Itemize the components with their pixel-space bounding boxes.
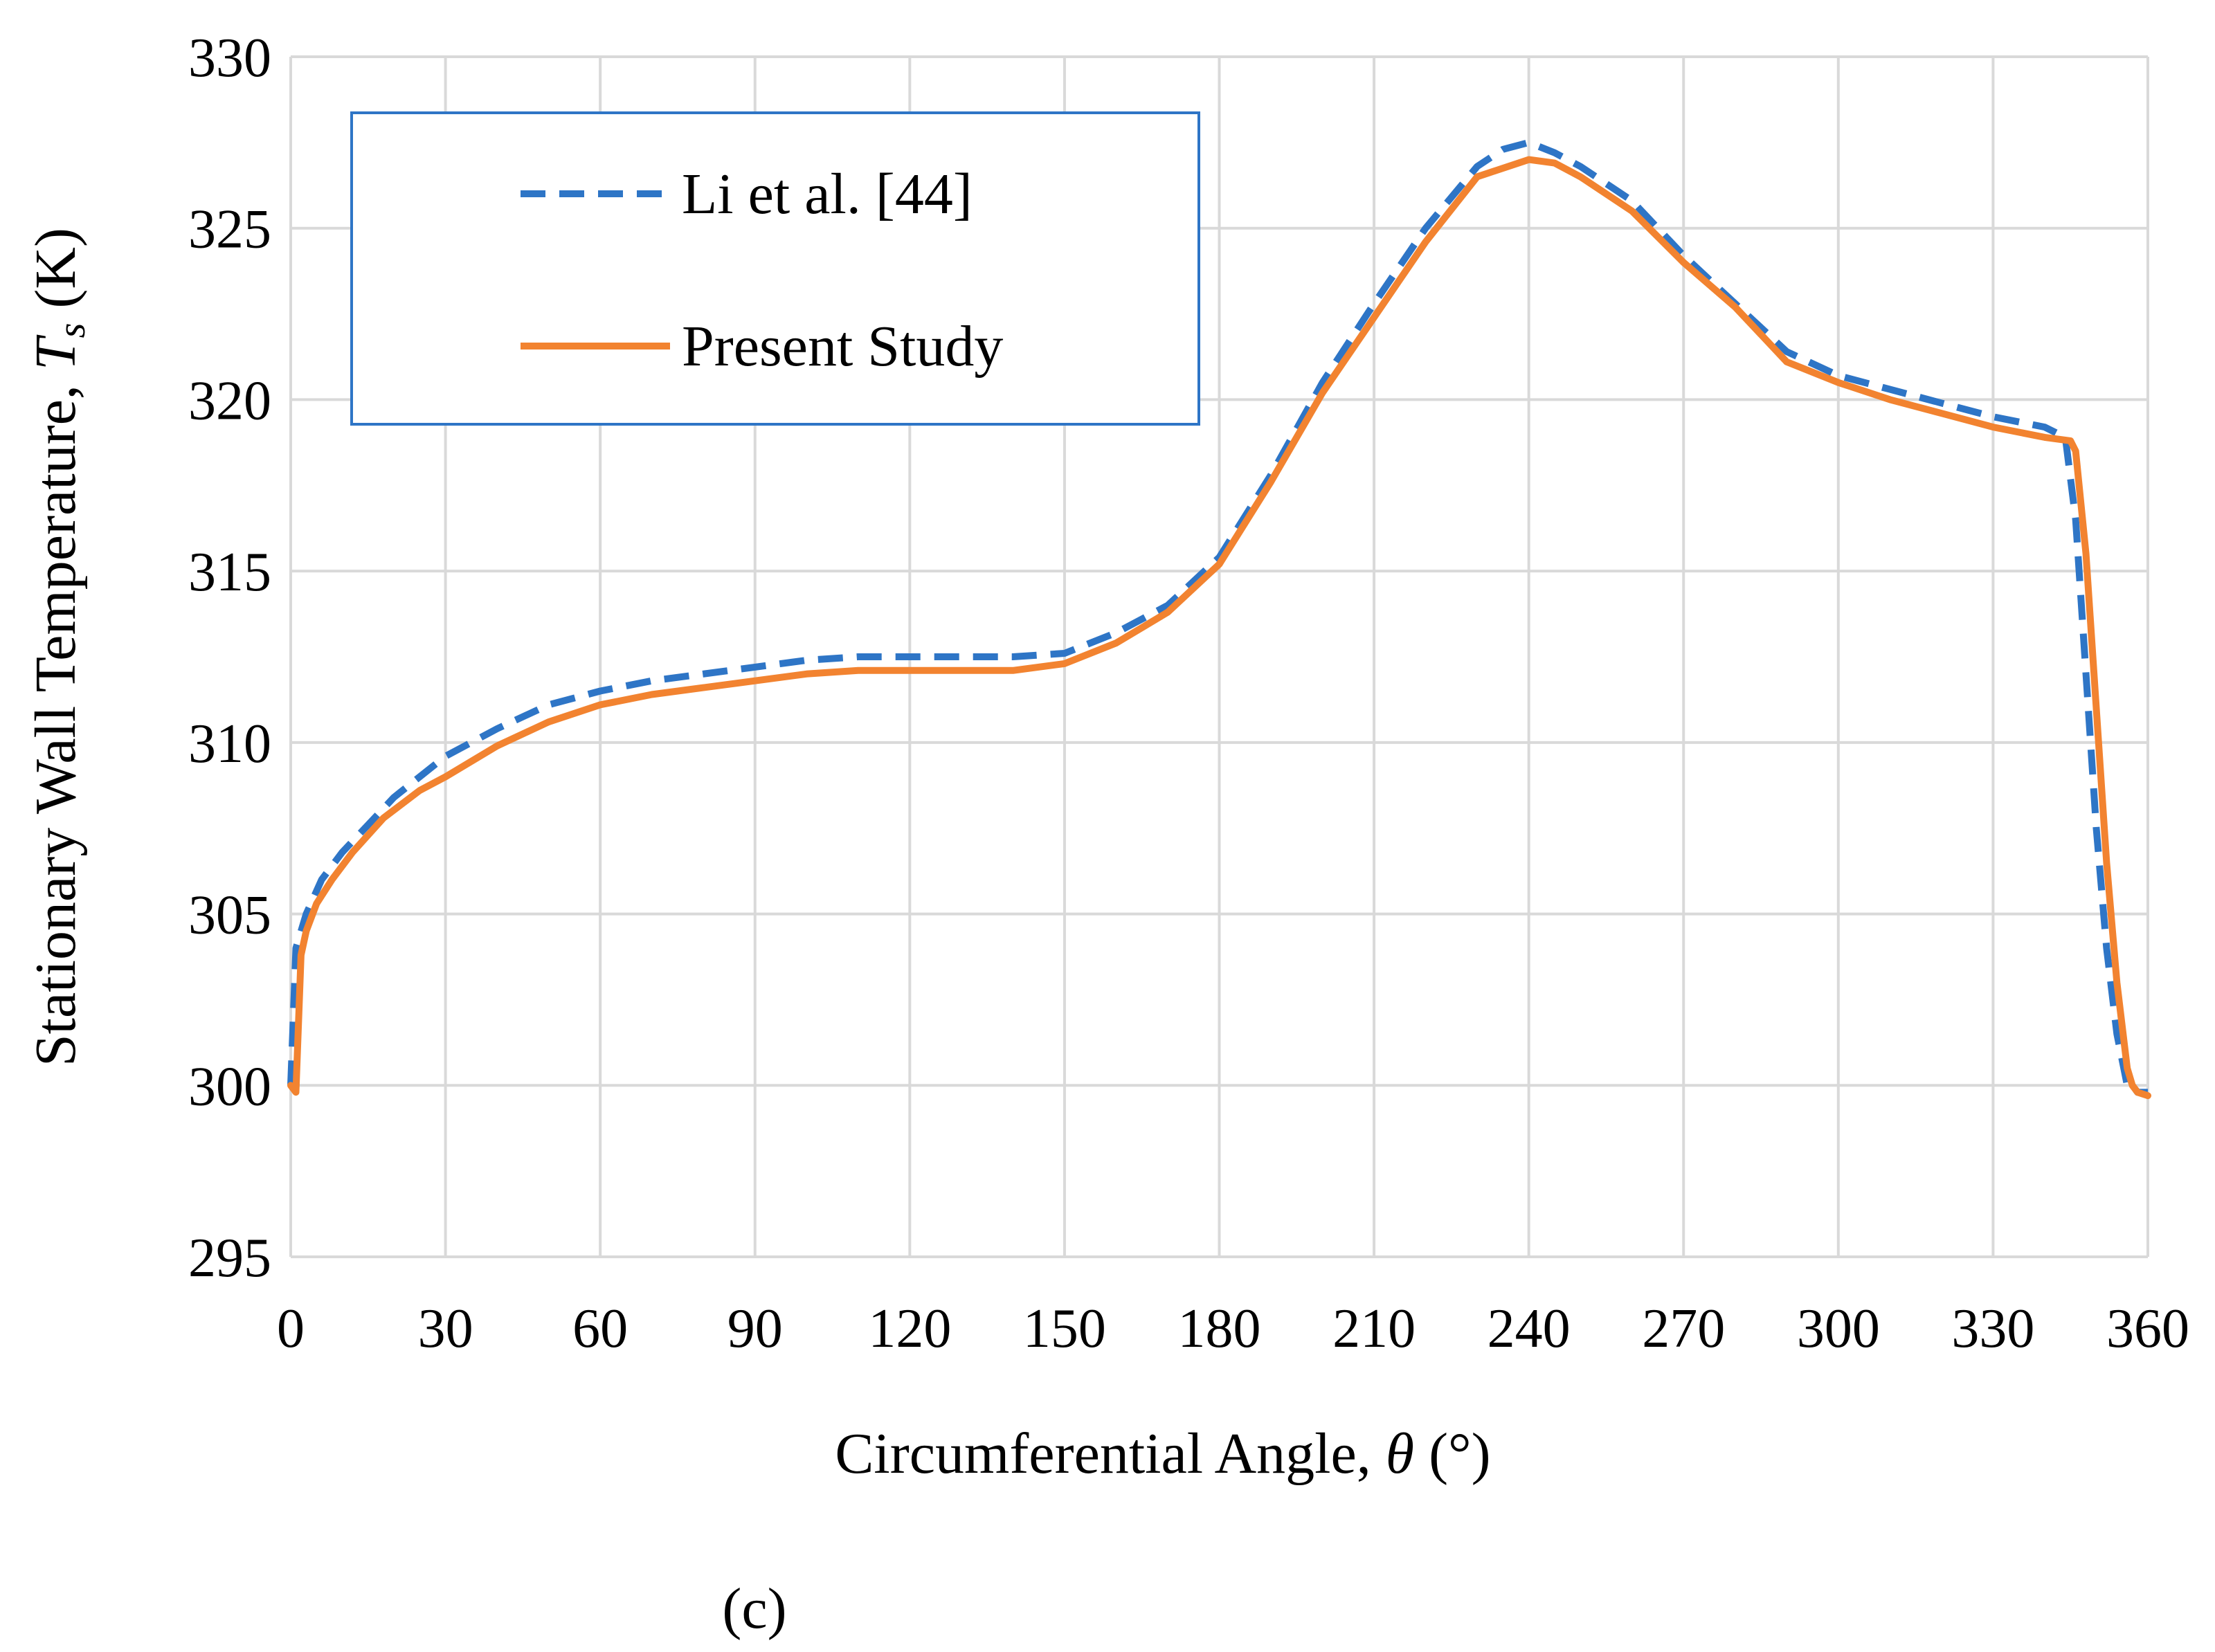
x-tick-label-120: 120 [868, 1298, 951, 1359]
y-tick-label-310: 310 [188, 714, 271, 774]
x-tick-label-210: 210 [1332, 1298, 1416, 1359]
x-tick-label-30: 30 [418, 1298, 473, 1359]
x-tick-label-150: 150 [1023, 1298, 1106, 1359]
y-tick-label-295: 295 [188, 1228, 271, 1289]
y-tick-label-315: 315 [188, 542, 271, 603]
y-tick-label-320: 320 [188, 370, 271, 431]
y-tick-label-325: 325 [188, 199, 271, 260]
legend-label-li-et-al: Li et al. [44] [682, 162, 973, 226]
y-tick-label-305: 305 [188, 885, 271, 946]
legend-label-present-study: Present Study [682, 314, 1003, 379]
x-tick-label-300: 300 [1797, 1298, 1880, 1359]
tick-labels: 295 300 305 310 315 320 325 330 0 30 60 90 120 150 180… [188, 28, 2189, 1359]
x-tick-label-270: 270 [1642, 1298, 1725, 1359]
legend: Li et al. [44] Present Study [350, 111, 1200, 426]
series-lines [287, 138, 2151, 1100]
x-tick-label-240: 240 [1488, 1298, 1571, 1359]
legend-box [350, 111, 1200, 426]
x-tick-label-330: 330 [1951, 1298, 2034, 1359]
series-line-li-et-al-44 [287, 138, 2148, 1096]
y-tick-label-300: 300 [188, 1056, 271, 1117]
y-axis-title: Stationary Wall Temperature, Ts (K) [24, 228, 93, 1066]
x-tick-label-360: 360 [2106, 1298, 2189, 1359]
x-tick-label-180: 180 [1178, 1298, 1261, 1359]
x-axis-title: Circumferential Angle, θ (°) [835, 1422, 1490, 1486]
x-tick-label-0: 0 [277, 1298, 305, 1359]
x-tick-label-90: 90 [727, 1298, 783, 1359]
x-tick-label-60: 60 [572, 1298, 628, 1359]
y-tick-label-330: 330 [188, 28, 271, 89]
series-line-present-study [287, 156, 2151, 1100]
panel-label: (c) [722, 1577, 786, 1641]
